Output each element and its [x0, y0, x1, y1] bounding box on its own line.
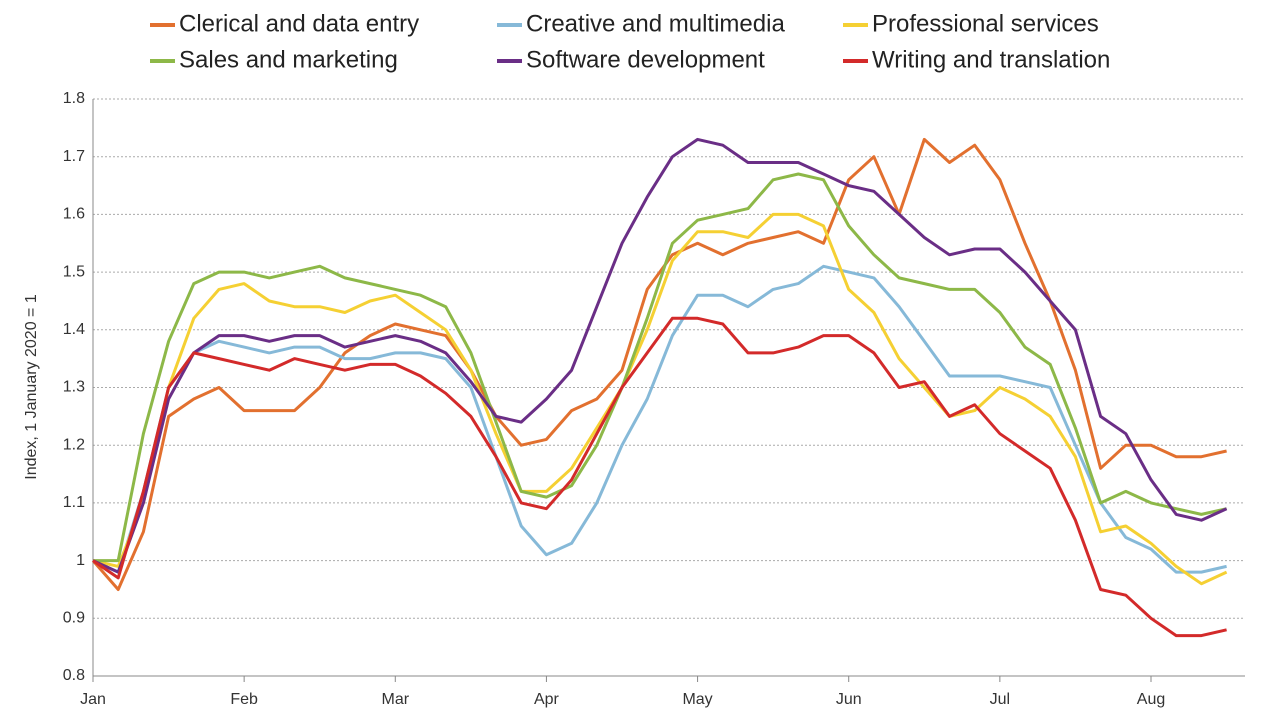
legend-label: Creative and multimedia	[526, 10, 785, 37]
x-tick-label: Mar	[382, 691, 410, 708]
series-line	[93, 172, 1227, 563]
legend-label: Professional services	[872, 10, 1099, 37]
y-tick-label: 1.2	[63, 436, 85, 453]
legend-label: Clerical and data entry	[179, 10, 419, 37]
series-line	[92, 212, 1228, 586]
x-tick-label: Jul	[990, 691, 1010, 708]
y-tick-label: 1	[76, 552, 85, 569]
y-tick-label: 1.1	[63, 494, 85, 511]
series-line	[92, 316, 1227, 638]
x-tick-label: Jun	[836, 691, 862, 708]
y-tick-label: 1.6	[63, 206, 85, 223]
y-tick-label: 0.9	[63, 610, 85, 627]
y-tick-label: 1.5	[63, 263, 85, 280]
series-line	[91, 137, 1227, 591]
legend-label: Sales and marketing	[179, 46, 398, 73]
y-axis-label: Index, 1 January 2020 = 1	[23, 294, 40, 480]
y-tick-label: 1.4	[63, 321, 85, 338]
y-tick-label: 0.8	[63, 667, 85, 684]
y-tick-label: 1.7	[63, 148, 85, 165]
series-line	[92, 137, 1228, 574]
x-tick-label: Apr	[534, 691, 560, 708]
series-line	[92, 264, 1227, 574]
legend-label: Writing and translation	[872, 46, 1110, 73]
legend-label: Software development	[526, 46, 765, 73]
x-tick-label: Feb	[230, 691, 258, 708]
y-tick-label: 1.8	[63, 90, 85, 107]
x-tick-label: Aug	[1137, 691, 1165, 708]
x-tick-label: May	[682, 691, 712, 708]
x-tick-label: Jan	[80, 691, 106, 708]
y-tick-label: 1.3	[63, 379, 85, 396]
